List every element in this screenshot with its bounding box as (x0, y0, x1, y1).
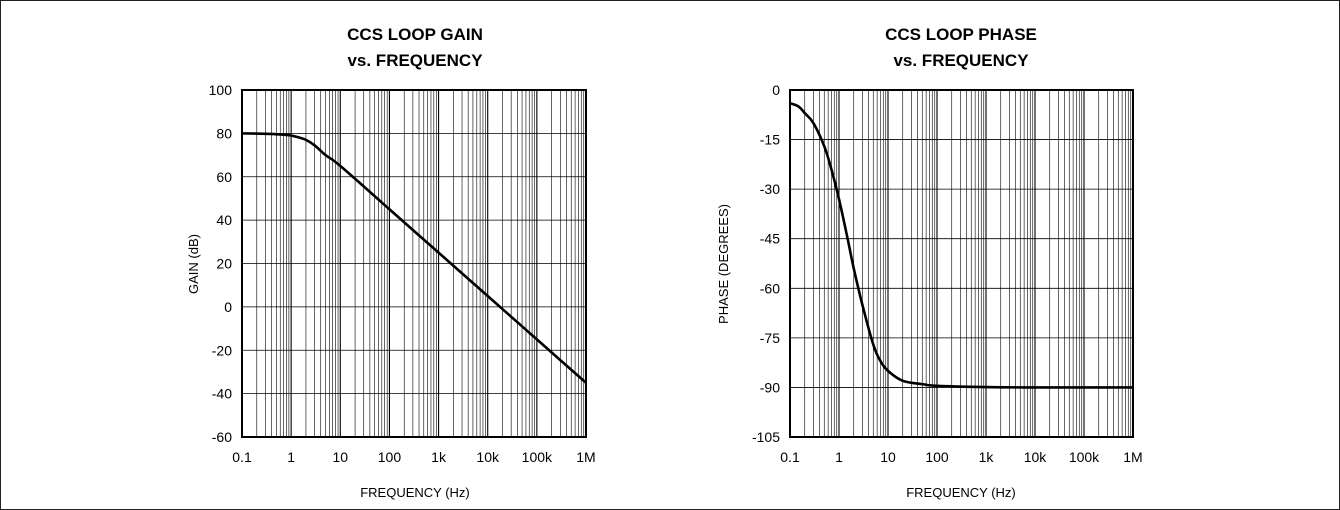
gain-x-tick-label: 100 (378, 449, 402, 465)
phase-y-axis-label: PHASE (DEGREES) (716, 204, 731, 324)
phase-x-tick-label: 100 (925, 449, 949, 465)
gain-chart: CCS LOOP GAIN vs. FREQUENCY 100806040200… (186, 25, 596, 500)
phase-x-tick-label: 1M (1123, 449, 1142, 465)
gain-chart-title: CCS LOOP GAIN (347, 25, 483, 44)
phase-y-tick-label: -105 (752, 429, 780, 445)
phase-chart-subtitle: vs. FREQUENCY (893, 51, 1029, 70)
gain-tick-labels: 100 80 60 40 20 0 -20 -40 -600.1 1 10 100 1k 10k 100k 1… (209, 82, 596, 465)
phase-x-tick-label: 1k (979, 449, 995, 465)
gain-y-tick-label: 80 (216, 125, 232, 141)
phase-chart-title: CCS LOOP PHASE (885, 25, 1037, 44)
phase-y-tick-label: -75 (760, 330, 780, 346)
gain-y-tick-label: -60 (212, 429, 232, 445)
gain-y-tick-label: 100 (209, 82, 233, 98)
phase-x-tick-label: 0.1 (780, 449, 800, 465)
gain-y-tick-label: 60 (216, 169, 232, 185)
gain-x-tick-label: 10 (333, 449, 349, 465)
gain-plot-area (241, 89, 587, 438)
phase-chart: CCS LOOP PHASE vs. FREQUENCY 0 -15 -30 -45 -… (716, 25, 1143, 500)
gain-x-tick-label: 1k (431, 449, 447, 465)
phase-plot-area (789, 89, 1134, 438)
phase-y-tick-label: 0 (772, 82, 780, 98)
gain-y-tick-label: 0 (224, 299, 232, 315)
phase-y-tick-label: -45 (760, 231, 780, 247)
gain-y-tick-label: 20 (216, 256, 232, 272)
phase-grid (789, 89, 1133, 438)
phase-x-tick-label: 1 (835, 449, 843, 465)
gain-y-tick-label: 40 (216, 212, 232, 228)
gain-x-tick-label: 1 (287, 449, 295, 465)
phase-y-tick-label: -30 (760, 181, 780, 197)
phase-y-tick-label: -60 (760, 280, 780, 296)
gain-x-axis-label: FREQUENCY (Hz) (360, 485, 470, 500)
gain-chart-subtitle: vs. FREQUENCY (347, 51, 483, 70)
phase-x-axis-label: FREQUENCY (Hz) (906, 485, 1016, 500)
phase-series-line (789, 101, 1133, 389)
gain-grid (241, 89, 586, 438)
phase-y-tick-label: -90 (760, 379, 780, 395)
gain-x-tick-label: 100k (522, 449, 553, 465)
gain-series-line (241, 132, 587, 384)
phase-y-tick-label: -15 (760, 132, 780, 148)
phase-x-tick-label: 10 (880, 449, 896, 465)
phase-x-tick-label: 100k (1069, 449, 1100, 465)
gain-x-tick-label: 1M (576, 449, 595, 465)
gain-y-tick-label: -40 (212, 386, 232, 402)
gain-y-axis-label: GAIN (dB) (186, 234, 201, 294)
gain-x-tick-label: 0.1 (232, 449, 252, 465)
gain-y-tick-label: -20 (212, 342, 232, 358)
phase-x-tick-label: 10k (1024, 449, 1048, 465)
gain-x-tick-label: 10k (476, 449, 500, 465)
